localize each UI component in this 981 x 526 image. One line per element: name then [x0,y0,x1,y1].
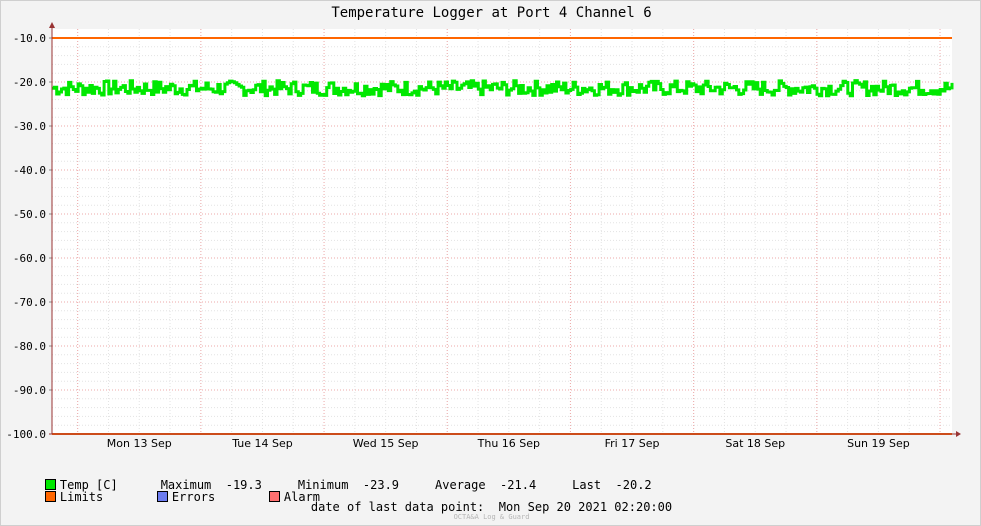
stat-maximum-label: Maximum [160,478,212,492]
alarm-swatch [268,491,280,502]
y-tick-label: -100.0 [6,428,46,441]
y-tick-label: -50.0 [13,208,46,221]
y-tick-label: -80.0 [13,340,46,353]
stat-minimum-label: Minimum [297,478,349,492]
stat-minimum-value: -23.9 [362,478,400,492]
legend-limits: Limits [44,490,157,504]
stat-average-value: -21.4 [500,478,537,492]
plot-area: -10.0 -20.0 -30.0 -40.0 -50.0 -60.0 -70.0 -80.0… [6,22,961,450]
x-axis-arrow [956,431,961,437]
x-tick-label: Sun 19 Sep [847,437,910,450]
stat-maximum: Maximum -19.3 [161,478,262,492]
watermark: OCTA&A Log & Guard [453,513,530,521]
stat-last-label: Last [572,478,602,492]
legend-errors-label: Errors [171,490,216,504]
stat-maximum-value: -19.3 [225,478,262,492]
temp-series-line [52,79,954,98]
errors-swatch [156,491,168,502]
y-tick-label: -30.0 [13,120,46,133]
limits-swatch [44,491,56,502]
stat-average-label: Average [435,478,486,492]
x-tick-label: Wed 15 Sep [353,437,419,450]
legend-temp-label: Temp [C] [59,478,118,492]
y-tick-label: -40.0 [13,164,46,177]
legend-temp: Temp [C] [44,478,118,492]
legend-alarm: Alarm [268,490,321,504]
stat-minimum: Minimum -23.9 [298,478,399,492]
stat-last: Last -20.2 [572,478,651,492]
chart-title: Temperature Logger at Port 4 Channel 6 [331,5,652,21]
legend-limits-label: Limits [59,490,104,504]
y-axis-arrow [49,22,55,28]
x-tick-label: Fri 17 Sep [605,437,660,450]
legend-row-status: Limits Errors Alarm [16,476,320,518]
legend-errors: Errors [156,490,269,504]
last-data-point: date of last data point: Mon Sep 20 2021… [310,500,673,514]
x-tick-label: Mon 13 Sep [107,437,172,450]
x-tick-label: Tue 14 Sep [231,437,293,450]
temp-swatch [44,479,56,490]
legend-row-temp: Temp [C] Maximum -19.3 Minimum -23.9 Averag… [16,464,652,506]
y-tick-label: -10.0 [13,32,46,45]
y-tick-label: -20.0 [13,76,46,89]
y-tick-label: -60.0 [13,252,46,265]
x-tick-label: Sat 18 Sep [725,437,785,450]
y-tick-label: -70.0 [13,296,46,309]
x-tick-label: Thu 16 Sep [477,437,540,450]
y-tick-label: -90.0 [13,384,46,397]
stat-last-value: -20.2 [615,478,652,492]
stat-average: Average -21.4 [435,478,536,492]
legend-alarm-label: Alarm [283,490,321,504]
